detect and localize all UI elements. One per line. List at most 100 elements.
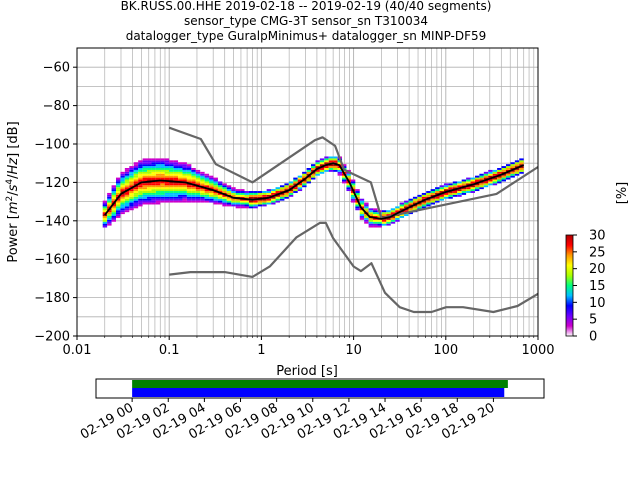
heatmap-cell <box>213 189 218 192</box>
heatmap-cell <box>253 196 258 199</box>
heatmap-cell <box>408 212 413 215</box>
y-label-hz: Hz <box>6 157 21 175</box>
heatmap-cell <box>297 187 303 190</box>
heatmap-cell <box>443 189 449 192</box>
heatmap-cell <box>408 198 413 201</box>
heatmap-cell <box>359 214 365 216</box>
heatmap-cell <box>164 164 170 167</box>
heatmap-cell <box>169 166 174 168</box>
heatmap-cell <box>155 169 161 172</box>
heatmap-cell <box>142 191 148 193</box>
title-line-3: datalogger_type GuralpMinimus+ datalogge… <box>126 29 487 43</box>
heatmap-cell <box>346 189 351 192</box>
heatmap-cell <box>186 194 192 197</box>
heatmap-cell <box>368 225 374 228</box>
y-tick-label: −200 <box>34 330 70 345</box>
heatmap-cell <box>439 196 444 199</box>
heatmap-cell <box>191 177 196 180</box>
heatmap-cell <box>350 185 356 188</box>
y-tick-label: −100 <box>34 138 70 153</box>
heatmap-cell <box>302 183 307 186</box>
x-axis: 0.01 0.1 1 10 100 1000 <box>63 336 555 358</box>
heatmap-cell <box>111 189 116 192</box>
heatmap-cell <box>204 198 210 201</box>
heatmap-cell <box>182 194 187 197</box>
y-label-s: s <box>6 184 21 191</box>
heatmap-cell <box>186 177 192 180</box>
heatmap-cell <box>173 164 179 167</box>
heatmap-cell <box>164 192 170 195</box>
heatmap-cell <box>115 204 121 207</box>
heatmap-cell <box>328 158 334 161</box>
heatmap-cell <box>191 181 196 184</box>
heatmap-cell <box>288 181 294 184</box>
heatmap-cell <box>342 181 347 184</box>
heatmap-cell <box>107 202 112 205</box>
heatmap-cell <box>120 185 125 188</box>
heatmap-cell <box>173 198 179 201</box>
heatmap-cell <box>111 214 116 216</box>
heatmap-cell <box>182 169 187 172</box>
heatmap-cell <box>164 187 170 190</box>
heatmap-cell <box>275 198 280 201</box>
heatmap-cell <box>514 169 520 172</box>
heatmap-cell <box>483 183 489 186</box>
heatmap-cell <box>373 214 378 216</box>
heatmap-cell <box>173 166 179 168</box>
heatmap-cell <box>324 169 329 172</box>
heatmap-cell <box>421 202 427 205</box>
heatmap-cell <box>195 173 201 176</box>
heatmap-cell <box>266 194 272 197</box>
heatmap-cell <box>133 168 139 170</box>
heatmap-cell <box>293 179 298 182</box>
heatmap-cell <box>505 166 511 168</box>
heatmap-cell <box>226 185 232 188</box>
heatmap-cell <box>271 198 276 201</box>
heatmap-cell <box>439 185 444 188</box>
heatmap-cell <box>142 164 148 167</box>
heatmap-cell <box>178 169 183 172</box>
heatmap-cell <box>497 177 502 180</box>
heatmap-cell <box>160 173 165 176</box>
heatmap-cell <box>226 202 232 205</box>
heatmap-cell <box>178 179 183 182</box>
heatmap-cell <box>142 189 148 192</box>
heatmap-cell <box>151 177 156 180</box>
heatmap-cell <box>426 194 431 197</box>
heatmap-cell <box>510 169 515 172</box>
heatmap-cell <box>151 181 156 184</box>
heatmap-cell <box>306 169 311 172</box>
heatmap-cell <box>186 189 192 192</box>
x-tick-label: 0.01 <box>63 343 92 358</box>
heatmap-cell <box>310 168 316 170</box>
heatmap-cell <box>204 183 210 186</box>
heatmap-cell <box>115 206 121 209</box>
heatmap-cell <box>213 200 218 203</box>
heatmap-cell <box>324 156 329 159</box>
heatmap-cell <box>204 185 210 188</box>
heatmap-cell <box>209 191 214 193</box>
heatmap-cell <box>240 198 245 201</box>
heatmap-cell <box>461 187 467 190</box>
heatmap-cell <box>474 177 480 180</box>
heatmap-cell <box>443 187 449 190</box>
heatmap-cell <box>404 202 409 205</box>
heatmap-cell <box>373 219 378 222</box>
heatmap-cell <box>133 206 139 209</box>
heatmap-cell <box>310 175 316 178</box>
y-label-exp-2: 2 <box>5 196 15 202</box>
heatmap-cell <box>364 210 369 213</box>
heatmap-cell <box>395 216 400 218</box>
heatmap-cell <box>200 175 205 178</box>
heatmap-cell <box>315 173 320 176</box>
heatmap-cell <box>350 198 356 201</box>
y-label-prefix: Power [ <box>6 214 21 263</box>
heatmap-cell <box>138 162 143 165</box>
heatmap-cell <box>346 173 351 176</box>
heatmap-cell <box>147 168 152 170</box>
heatmap-cell <box>368 219 374 222</box>
heatmap-cell <box>138 171 143 174</box>
heatmap-cell <box>178 192 183 195</box>
heatmap-cell <box>107 223 112 226</box>
heatmap-cell <box>129 194 134 197</box>
